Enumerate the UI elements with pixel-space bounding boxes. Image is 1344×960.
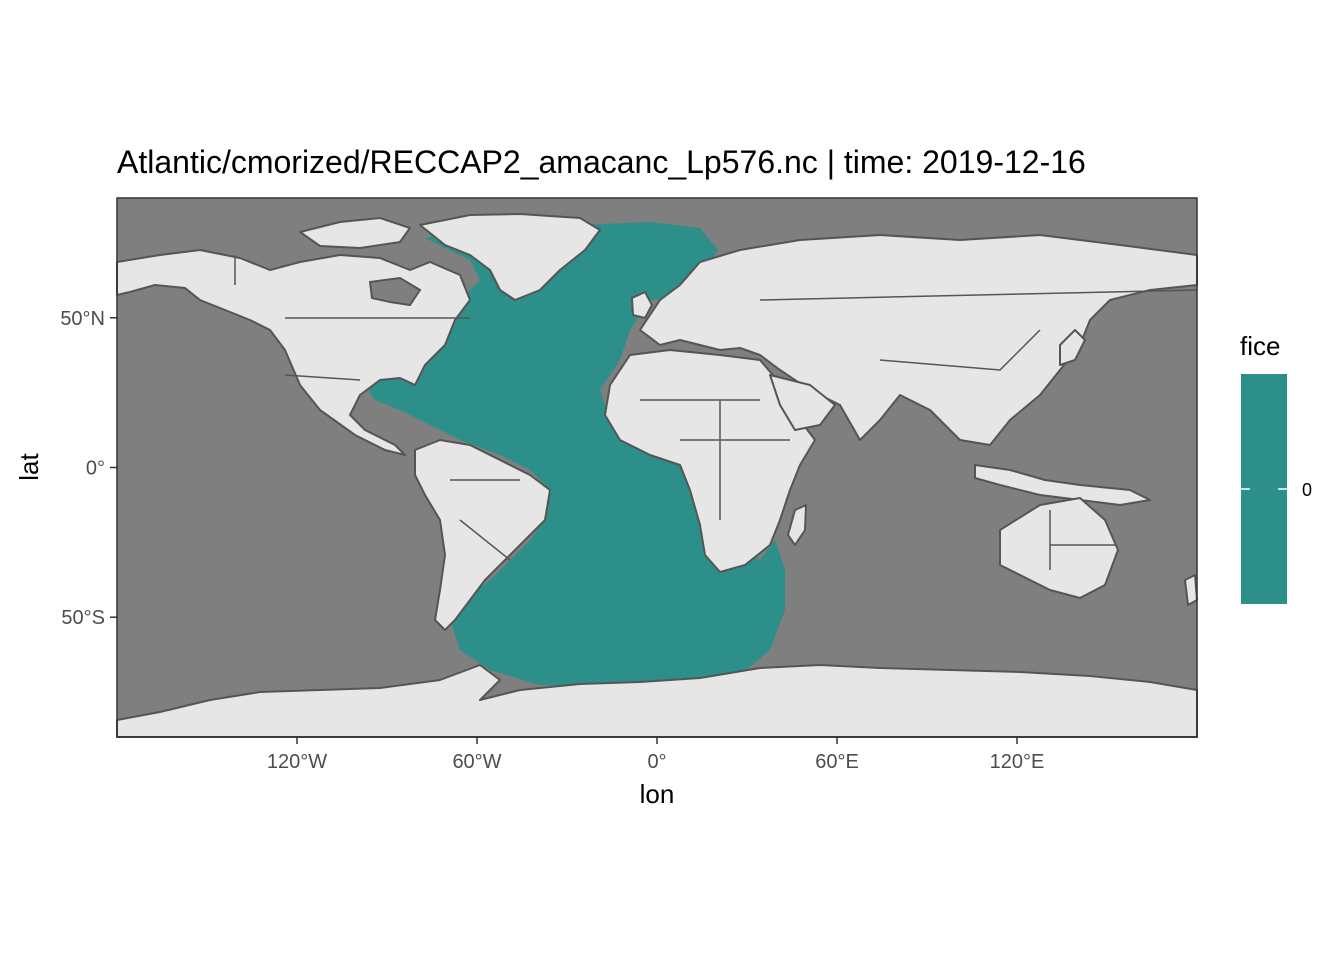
- border-africa-central: [680, 400, 790, 520]
- y-axis-ticks: 50°N 0° 50°S: [60, 308, 117, 629]
- arctic-islands: [299, 217, 411, 249]
- y-tick-label: 50°S: [61, 607, 105, 629]
- legend-label: 0: [1302, 480, 1312, 500]
- antarctica: [116, 664, 1198, 738]
- north-america: [116, 249, 471, 456]
- border-australia: [1049, 510, 1115, 570]
- x-axis-ticks: 120°W 60°W 0° 60°E 120°E: [267, 737, 1044, 773]
- madagascar: [787, 504, 807, 546]
- y-tick-label: 50°N: [60, 308, 105, 330]
- x-tick-label: 60°W: [452, 751, 501, 773]
- x-tick-label: 0°: [647, 751, 666, 773]
- japan: [1059, 329, 1086, 366]
- legend: fice 0: [1240, 331, 1312, 604]
- map-title: Atlantic/cmorized/RECCAP2_amacanc_Lp576.…: [117, 144, 1086, 180]
- x-axis-title: lon: [640, 779, 675, 809]
- y-tick-label: 0°: [86, 458, 105, 480]
- border-russia: [759, 289, 1198, 301]
- arabian-peninsula: [769, 374, 836, 431]
- new-zealand: [1184, 574, 1198, 606]
- land-masses: [116, 213, 1198, 738]
- british-isles: [631, 291, 653, 319]
- australia: [999, 497, 1119, 599]
- x-tick-label: 120°E: [990, 751, 1045, 773]
- map-panel: [116, 197, 1198, 738]
- x-tick-label: 60°E: [815, 751, 859, 773]
- south-america: [414, 439, 551, 631]
- y-axis-title: lat: [14, 452, 44, 480]
- eurasia: [639, 234, 1198, 446]
- country-borders: [234, 255, 1198, 570]
- x-tick-label: 120°W: [267, 751, 327, 773]
- legend-title: fice: [1240, 331, 1280, 361]
- atlantic-data-region: [365, 222, 785, 688]
- southeast-asia-islands: [974, 464, 1151, 506]
- border-china-india: [879, 329, 1041, 371]
- greenland: [419, 213, 601, 301]
- border-us-mexico: [284, 374, 361, 381]
- hudson-bay: [368, 276, 422, 307]
- border-south-america: [450, 479, 520, 561]
